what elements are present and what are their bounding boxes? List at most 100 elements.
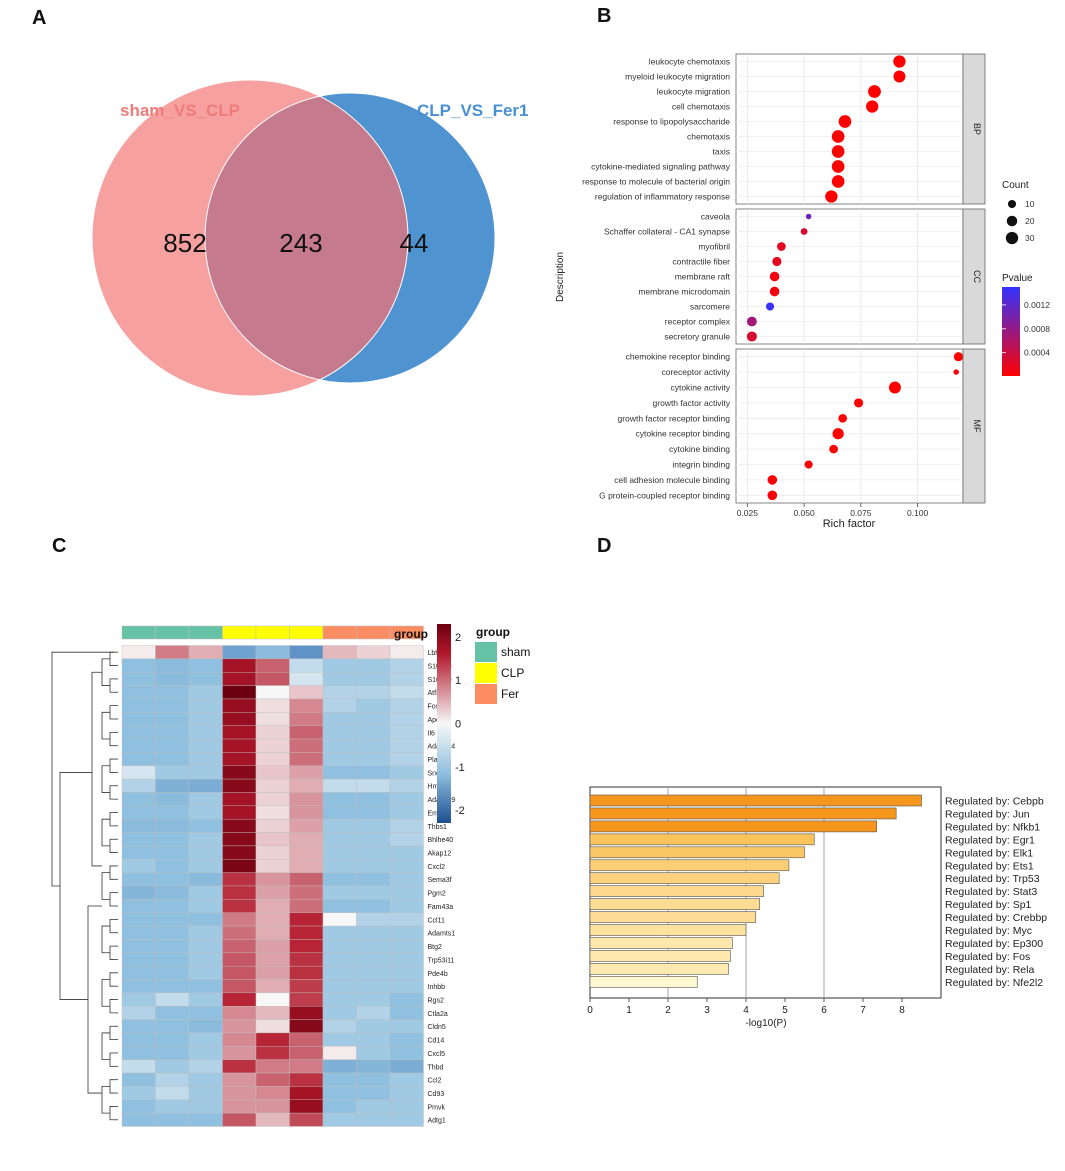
heatmap-cell xyxy=(255,725,290,740)
tf-bar xyxy=(589,963,729,975)
heatmap-cell xyxy=(155,912,190,927)
heatmap-cell xyxy=(289,912,324,927)
heatmap-cell xyxy=(322,1072,357,1087)
dendro-branch xyxy=(101,818,110,847)
dendro-branch xyxy=(59,772,92,1000)
heatmap-cell xyxy=(255,859,290,873)
tf-bar xyxy=(589,833,815,846)
heatmap-cell xyxy=(188,845,223,860)
heatmap-cell xyxy=(389,1046,424,1060)
dendro-branch xyxy=(91,671,102,867)
heatmap-cell xyxy=(121,939,156,953)
count-legend-dot xyxy=(1006,215,1018,227)
tf-label: Regulated by: Sp1 xyxy=(945,899,1032,911)
term-dot xyxy=(800,228,808,235)
heatmap-cell xyxy=(121,685,156,700)
heatmap-cell xyxy=(356,885,391,900)
heatmap-cell xyxy=(356,859,391,873)
heatmap-cell xyxy=(155,725,190,740)
heatmap-cell xyxy=(121,765,156,780)
heatmap-cell xyxy=(121,859,156,873)
heatmap-cell xyxy=(322,939,357,953)
heatmap-cell xyxy=(188,1072,223,1087)
dendro-branch xyxy=(109,651,114,666)
heatmap-cell xyxy=(356,979,391,994)
heatmap-cell xyxy=(222,992,257,1007)
heatmap-cell xyxy=(121,1019,156,1034)
heatmap-cell xyxy=(322,805,357,820)
dendro-branch xyxy=(101,872,110,900)
group-annotation-cell xyxy=(255,625,290,640)
heatmap-cell xyxy=(188,832,223,847)
heatmap-cell xyxy=(322,1086,357,1100)
tf-label: Regulated by: Nfe2l2 xyxy=(945,977,1043,989)
heatmap-cell xyxy=(322,765,357,780)
count-legend-label: 30 xyxy=(1025,233,1035,243)
heatmap-cell xyxy=(188,912,223,927)
heatmap-cell xyxy=(121,1006,156,1020)
gene-label: Ctla2a xyxy=(428,1011,448,1018)
heatmap-cell xyxy=(322,912,357,927)
heatmap-cell xyxy=(289,899,324,913)
heatmap-cell xyxy=(322,752,357,766)
gene-label: Cxcl5 xyxy=(428,1051,446,1058)
venn-left-title: sham_VS_CLP xyxy=(120,101,240,120)
group-annotation-cell xyxy=(389,625,424,640)
heatmap-cell xyxy=(322,952,357,967)
heatmap-cell xyxy=(389,845,424,860)
tf-bar xyxy=(589,807,897,820)
group-legend-label: Fer xyxy=(501,687,519,701)
group-legend-label: CLP xyxy=(501,666,524,680)
tf-label: Regulated by: Myc xyxy=(945,925,1032,937)
term-label: caveola xyxy=(701,212,731,222)
heatmap-cell xyxy=(289,738,324,753)
heatmap-cell xyxy=(222,1032,257,1047)
gene-label: Pde4b xyxy=(428,971,448,978)
tf-bar xyxy=(589,950,731,962)
heatmap-cell xyxy=(155,965,190,980)
heatmap-cell xyxy=(222,712,257,726)
term-dot xyxy=(838,413,848,423)
heatmap-cell xyxy=(188,1112,223,1127)
heatmap-cell xyxy=(222,805,257,820)
heatmap-cell xyxy=(222,885,257,900)
dendro-branch xyxy=(109,731,114,747)
heatmap-cell xyxy=(356,778,391,793)
venn-right-outline xyxy=(204,92,496,384)
heatmap-annotation-label: group xyxy=(394,627,428,641)
heatmap-cell xyxy=(155,925,190,940)
heatmap-cell xyxy=(255,1046,290,1060)
heatmap-cell xyxy=(389,885,424,900)
term-dot xyxy=(746,331,757,342)
heatmap-cell xyxy=(155,1086,190,1100)
dendro-branch xyxy=(109,1052,114,1067)
tf-label: Regulated by: Egr1 xyxy=(945,834,1035,846)
term-label: cell adhesion molecule binding xyxy=(614,475,730,485)
facet-strip-label: BP xyxy=(972,123,982,135)
row-dendrogram xyxy=(51,651,118,1121)
z-tick-label: -1 xyxy=(455,762,465,774)
term-label: myofibril xyxy=(698,242,730,252)
heatmap-cell xyxy=(322,832,357,847)
heatmap-cell xyxy=(356,925,391,940)
heatmap-cell xyxy=(155,712,190,726)
tf-bar xyxy=(589,872,780,885)
group-legend-swatch xyxy=(475,684,497,704)
term-dot xyxy=(765,302,775,311)
heatmap-cell xyxy=(188,1019,223,1034)
heatmap-cell xyxy=(155,1032,190,1047)
term-dot xyxy=(831,145,845,158)
pvalue-legend-title: Pvalue xyxy=(1002,273,1033,284)
heatmap-cell xyxy=(289,792,324,807)
facet-strip-mf xyxy=(962,348,986,504)
heatmap-cell xyxy=(289,818,324,833)
heatmap-cell xyxy=(188,712,223,726)
heatmap-cell xyxy=(188,1086,223,1100)
term-dot xyxy=(769,271,780,282)
facet-panel-bp xyxy=(735,53,964,205)
gene-label: Bhlhe40 xyxy=(428,837,454,844)
term-label: cell chemotaxis xyxy=(672,102,730,112)
heatmap-cell xyxy=(289,965,324,980)
gene-label: Pgm2 xyxy=(428,891,446,898)
heatmap-cell xyxy=(356,1099,391,1114)
